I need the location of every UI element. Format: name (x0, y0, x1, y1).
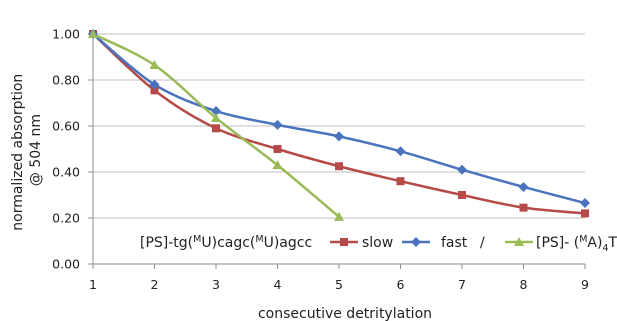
point-slow-9 (581, 209, 589, 218)
y-tick-label-1: 0.20 (52, 211, 80, 226)
point-slow-2 (150, 86, 159, 95)
tick-labels: 0.00 0.20 0.40 0.60 0.80 1.00 1 2 3 4 5 6 7 8 9 (52, 27, 589, 293)
legend-slow-label: slow (362, 235, 393, 251)
legend-third-label: [PS]- (MA)4T (536, 234, 617, 254)
grid-lines (93, 33, 585, 219)
series-group (88, 29, 590, 221)
legend: [PS]-tg(MU)cagc(MU)agcc slow fast / [PS]… (140, 234, 617, 254)
point-third-4 (272, 160, 283, 170)
point-fast-7 (457, 164, 467, 175)
point-fast-4 (272, 119, 283, 130)
point-fast-3 (211, 106, 221, 117)
x-tick-label-4: 4 (274, 277, 282, 292)
point-third-5 (334, 211, 344, 221)
point-slow-4 (273, 145, 282, 153)
y-axis-title-line-1: normalized absorption (10, 74, 26, 231)
series-line-slow (92, 33, 586, 215)
point-fast-8 (518, 181, 529, 192)
x-tick-label-8: 8 (520, 277, 528, 292)
point-slow-8 (519, 203, 528, 212)
x-tick-label-7: 7 (458, 277, 466, 292)
y-axis-title-line-2: @ 504 nm (28, 114, 44, 186)
point-third-1 (88, 29, 98, 38)
legend-separator: / (480, 235, 485, 251)
markers-third (88, 29, 344, 221)
x-tick-label-9: 9 (581, 277, 589, 292)
legend-fast-label: fast (441, 235, 468, 251)
legend-third-marker (514, 237, 524, 246)
y-tick-label-3: 0.60 (52, 119, 80, 134)
x-tick-label-6: 6 (397, 277, 405, 292)
markers-fast (88, 29, 590, 209)
point-slow-6 (396, 177, 405, 186)
point-third-2 (149, 60, 160, 70)
series-line-fast (92, 33, 586, 205)
x-tick-label-5: 5 (335, 277, 343, 292)
point-fast-9 (580, 198, 590, 209)
legend-fast-marker (411, 237, 421, 247)
point-slow-7 (458, 191, 466, 199)
series-fast (92, 33, 586, 205)
x-tick-label-3: 3 (212, 277, 220, 292)
legend-prefix-label: [PS]-tg(MU)cagc(MU)agcc (140, 234, 312, 251)
point-fast-2 (149, 79, 160, 90)
legend-slow-marker (340, 238, 348, 246)
point-slow-5 (335, 162, 343, 171)
x-axis-title: consecutive detritylation (258, 306, 432, 321)
y-axis-title: normalized absorption @ 504 nm (10, 69, 44, 230)
axes (88, 30, 586, 269)
point-fast-6 (395, 146, 406, 157)
y-tick-label-4: 0.80 (52, 73, 80, 88)
y-tick-label-0: 0.00 (52, 257, 80, 272)
markers-slow (89, 30, 589, 218)
x-tick-label-1: 1 (89, 277, 97, 292)
series-slow (92, 33, 586, 215)
x-tick-label-2: 2 (151, 277, 159, 292)
y-tick-label-2: 0.40 (52, 165, 80, 180)
point-third-3 (211, 112, 221, 122)
point-slow-3 (212, 124, 220, 133)
y-tick-label-5: 1.00 (52, 27, 80, 42)
point-fast-5 (334, 131, 344, 142)
